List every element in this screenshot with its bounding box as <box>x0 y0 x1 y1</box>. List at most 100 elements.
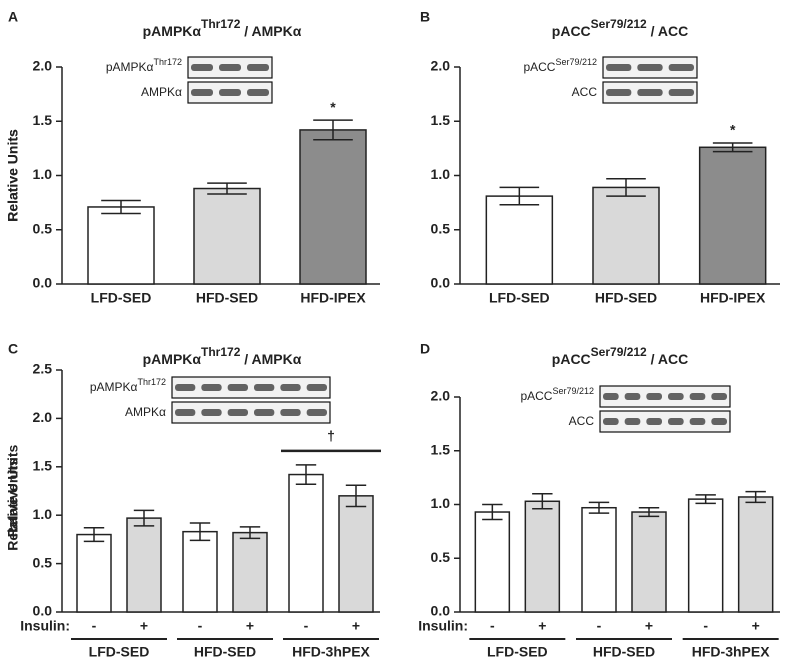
blot-band <box>201 409 222 416</box>
blot-label-part: pAMPKα <box>106 60 154 74</box>
bar <box>581 506 617 613</box>
blot-label: pAMPKαThr172 <box>90 377 166 394</box>
bar <box>631 511 667 613</box>
blot-label-part: ACC <box>572 85 598 99</box>
blot-band <box>606 64 632 71</box>
blot-band <box>668 393 684 400</box>
bar <box>76 533 112 613</box>
x-tick-label: + <box>538 618 546 634</box>
y-axis-label: Relative Units <box>5 129 21 222</box>
blot-band <box>637 64 663 71</box>
blot-band <box>606 89 632 96</box>
y-tick-label: 2.0 <box>431 58 451 74</box>
chart-title-part: Ser79/212 <box>591 17 647 31</box>
blot-band <box>668 418 684 425</box>
x-tick-label: + <box>645 618 653 634</box>
blot-label-part: Thr172 <box>137 377 166 387</box>
panel-letter: C <box>8 341 18 357</box>
bar <box>299 129 367 285</box>
blot-band <box>227 384 248 391</box>
panel-letter: B <box>420 9 430 25</box>
bar <box>338 495 374 613</box>
x-tick-label: + <box>140 618 148 634</box>
blot-label: pACCSer79/212 <box>523 57 597 74</box>
blot-image <box>599 410 731 433</box>
x-tick-label: LFD-SED <box>489 290 550 306</box>
blot-label: AMPKα <box>125 405 166 419</box>
y-tick-label: 0.5 <box>33 554 53 570</box>
blot-label: ACC <box>572 85 598 99</box>
blot-image <box>171 376 331 399</box>
y-axis-label: Relative Units <box>5 129 21 222</box>
blot-band <box>603 393 619 400</box>
x-tick-label: + <box>352 618 360 634</box>
chart-title-part: pAMPKα <box>143 23 202 39</box>
bar <box>698 146 767 285</box>
y-tick-label: 1.0 <box>431 495 451 511</box>
y-tick-label: 2.0 <box>431 388 451 404</box>
y-tick-label: 0.5 <box>431 220 451 236</box>
y-tick-label: 0.0 <box>431 603 451 619</box>
blot-image <box>171 401 331 424</box>
blot-label-part: pAMPKα <box>90 380 138 394</box>
y-axis-label: Relative Units <box>5 458 21 551</box>
blot-band <box>637 89 663 96</box>
annotation: † <box>327 428 335 444</box>
y-tick-label: 2.5 <box>33 361 53 377</box>
x-tick-label: + <box>752 618 760 634</box>
x-tick-label: HFD-IPEX <box>700 290 766 306</box>
y-tick-label: 1.5 <box>33 112 53 128</box>
blot-band <box>306 384 327 391</box>
blot-band <box>624 418 641 425</box>
panel-letter: D <box>420 341 430 357</box>
y-tick-label: 0.5 <box>431 549 451 565</box>
annotation: * <box>330 99 336 115</box>
bar <box>288 473 324 613</box>
blot-band <box>624 393 641 400</box>
blot-label-part: pACC <box>523 60 555 74</box>
insulin-label: Insulin: <box>20 618 70 634</box>
bar <box>193 187 261 285</box>
blot-band <box>280 384 301 391</box>
x-tick-label: HFD-SED <box>196 290 258 306</box>
y-axis-label: Relative Units <box>5 444 21 537</box>
blot-band <box>668 89 694 96</box>
y-tick-label: 1.0 <box>431 166 451 182</box>
blot-band <box>219 64 241 71</box>
group-label: LFD-SED <box>89 644 150 660</box>
blot-band <box>711 418 727 425</box>
blot-band <box>603 418 619 425</box>
bar <box>737 496 774 613</box>
bar <box>687 498 724 613</box>
x-tick-label: - <box>198 618 203 634</box>
insulin-label: Insulin: <box>418 618 468 634</box>
bar <box>524 500 561 613</box>
blot-band <box>191 89 213 96</box>
x-tick-label: HFD-SED <box>595 290 657 306</box>
chart-title: pACCSer79/212 / ACC <box>552 17 688 39</box>
x-tick-label: HFD-IPEX <box>300 290 366 306</box>
blot-band <box>280 409 301 416</box>
bar <box>87 206 155 285</box>
y-tick-label: 1.0 <box>33 166 53 182</box>
bar <box>126 517 162 613</box>
chart-title-part: Ser79/212 <box>591 345 647 359</box>
group-label: HFD-3hPEX <box>292 644 370 660</box>
blot-label-part: AMPKα <box>125 405 166 419</box>
group-label: HFD-3hPEX <box>692 644 770 660</box>
bar <box>592 186 660 285</box>
x-tick-label: - <box>703 618 708 634</box>
blot-label-part: Ser79/212 <box>552 386 594 396</box>
blot-label-part: AMPKα <box>141 85 182 99</box>
blot-band <box>711 393 727 400</box>
y-tick-label: 2.0 <box>33 58 53 74</box>
blot-band <box>646 393 662 400</box>
chart-title-part: pACC <box>552 23 591 39</box>
chart-title: pAMPKαThr172 / AMPKα <box>143 345 302 367</box>
blot-label: pAMPKαThr172 <box>106 57 182 74</box>
blot-band <box>175 409 196 416</box>
y-tick-label: 0.0 <box>431 275 451 291</box>
chart-title-part: / AMPKα <box>240 23 301 39</box>
y-tick-label: 1.5 <box>33 458 53 474</box>
